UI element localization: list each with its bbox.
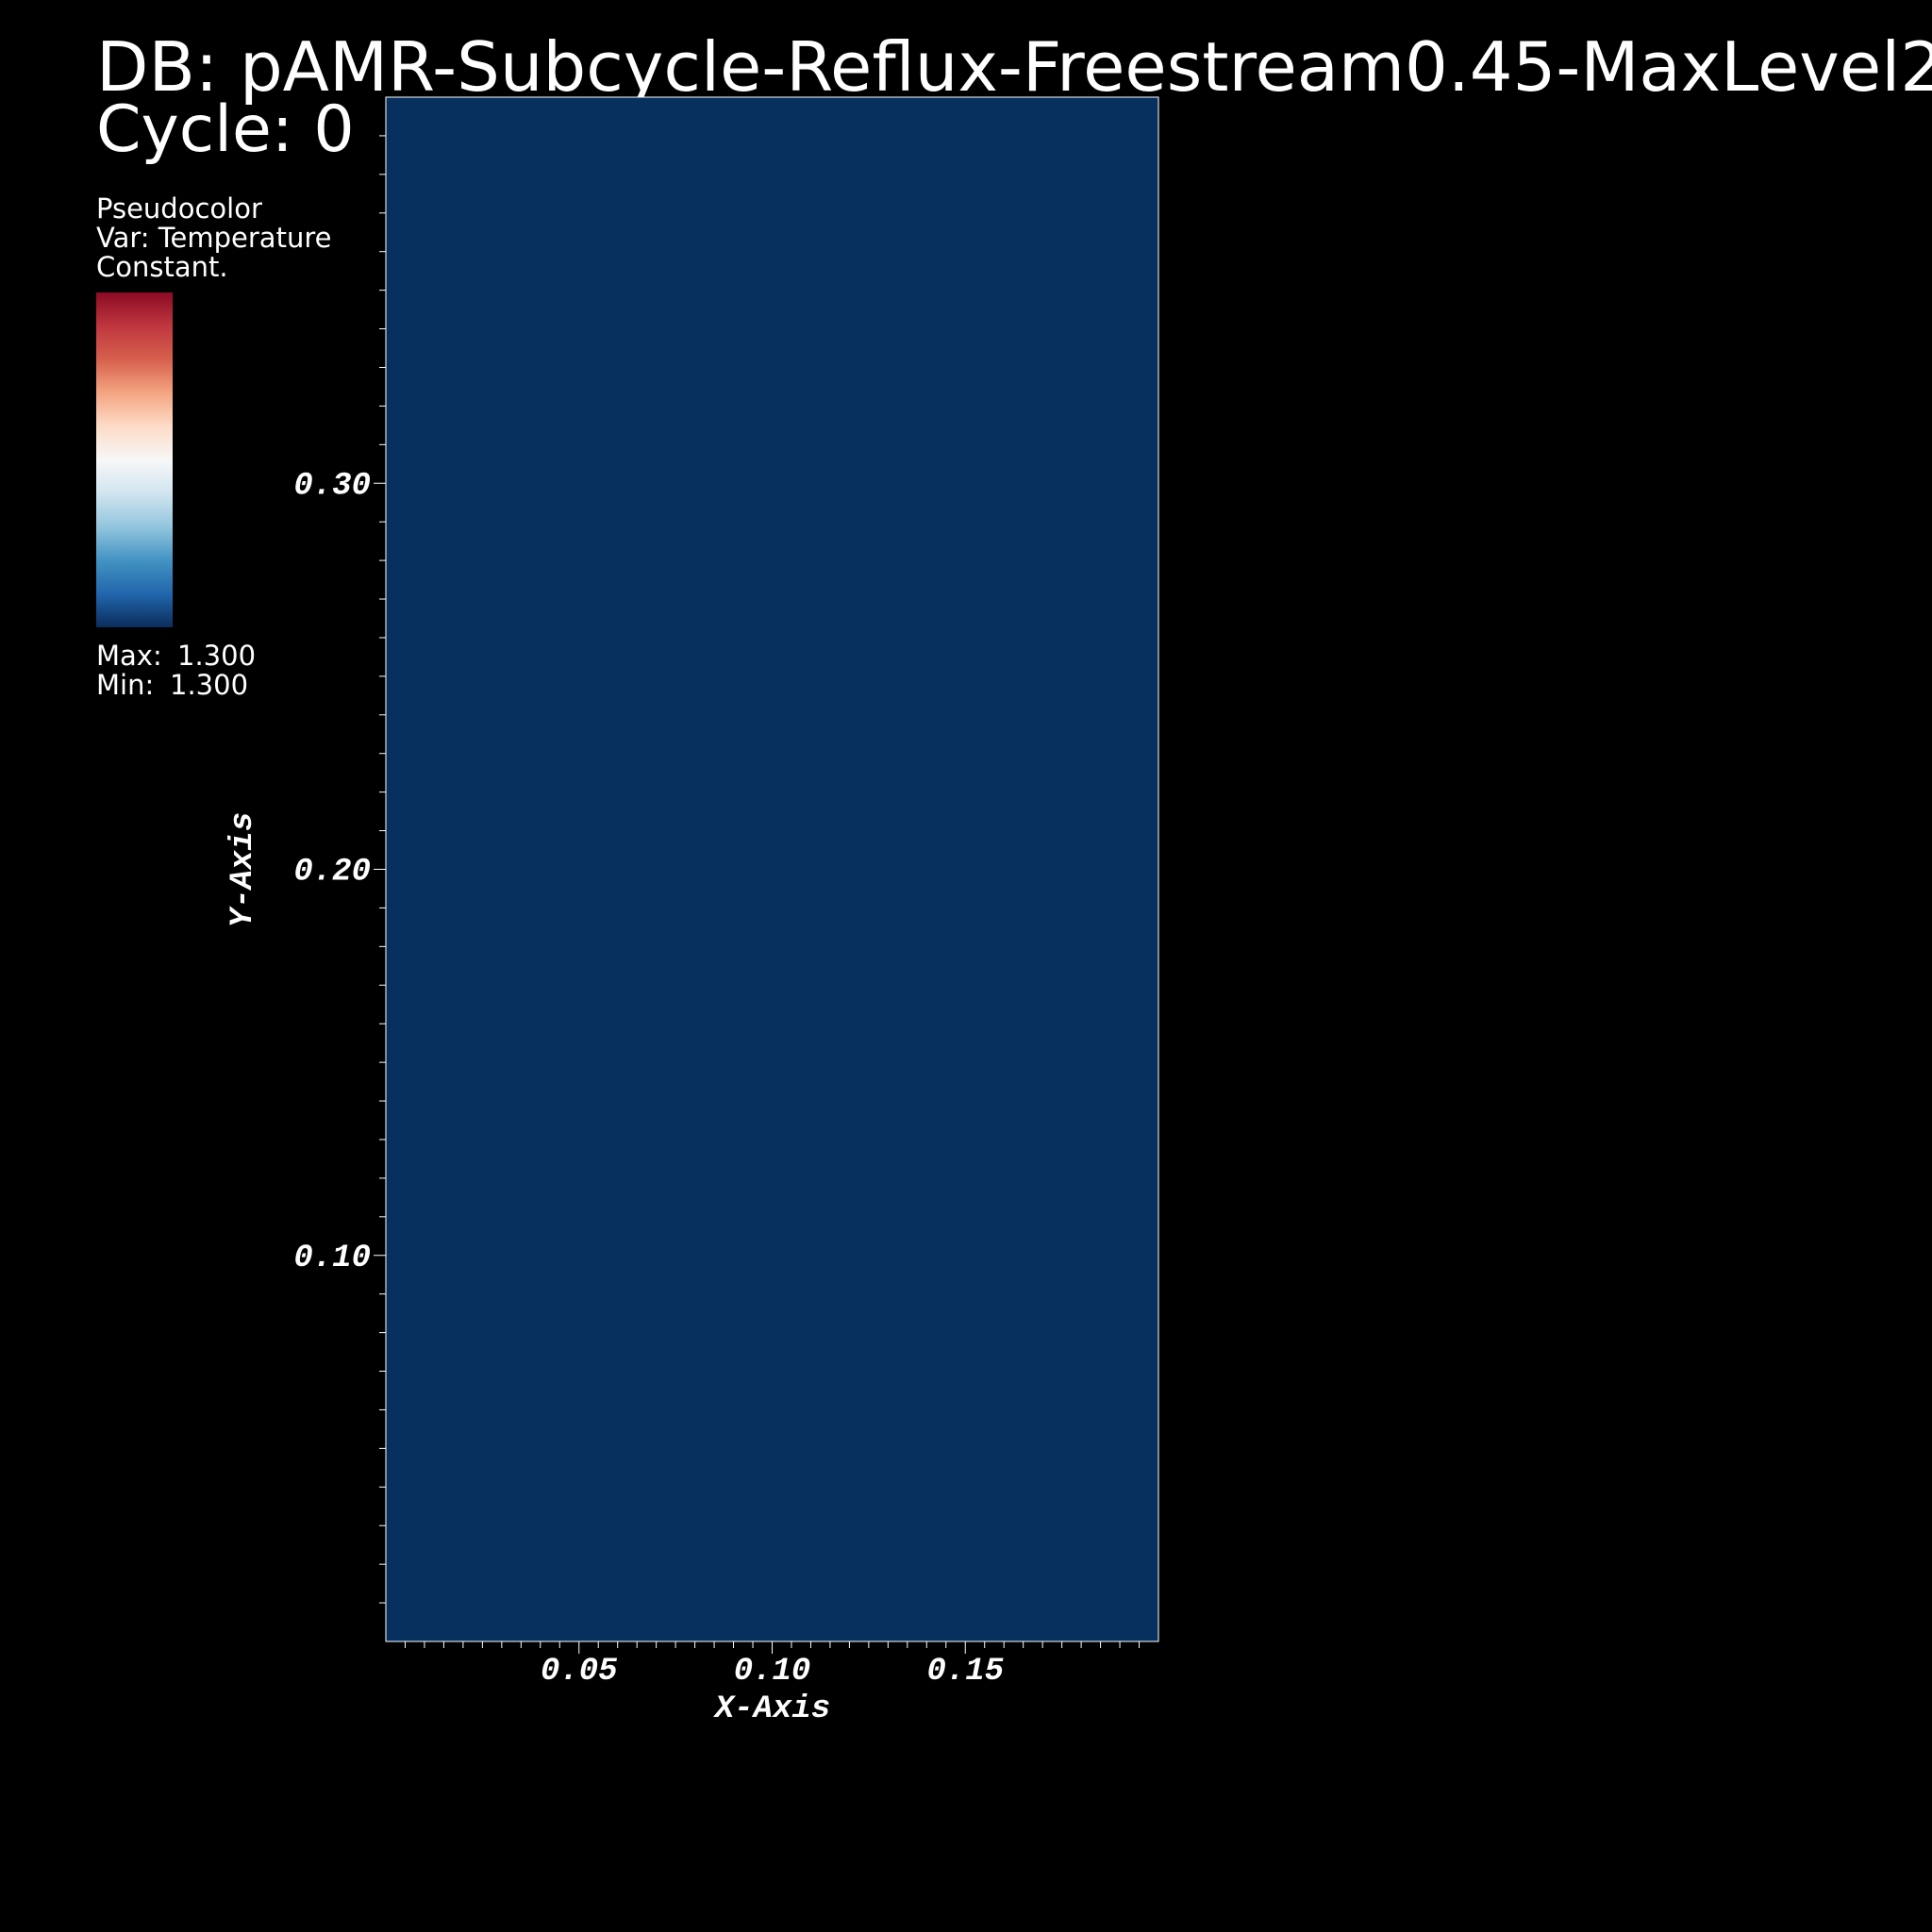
y-tick-label: 0.20 xyxy=(293,855,371,891)
legend-max-value: 1.300 xyxy=(177,640,256,672)
x-tick-label: 0.05 xyxy=(541,1654,618,1690)
colorbar xyxy=(96,292,173,627)
legend-plot: Pseudocolor xyxy=(96,192,262,225)
legend-min-value: 1.300 xyxy=(170,669,248,701)
legend-min-text: Min: xyxy=(96,669,154,701)
x-tick-label: 0.10 xyxy=(734,1654,811,1690)
y-tick-label: 0.10 xyxy=(293,1241,371,1276)
y-tick-label: 0.30 xyxy=(293,468,371,504)
legend-max-text: Max: xyxy=(96,640,162,672)
field xyxy=(386,97,1158,1641)
legend-note: Constant. xyxy=(96,251,228,283)
chart-title: DB: pAMR-Subcycle-Reflux-Freestream0.45-… xyxy=(96,27,1932,107)
x-axis-title: X-Axis xyxy=(713,1691,830,1727)
cycle-label: Cycle: 0 xyxy=(96,92,355,167)
x-tick-label: 0.15 xyxy=(926,1654,1004,1690)
y-axis-title: Y-Axis xyxy=(225,812,261,927)
legend-var: Var: Temperature xyxy=(96,222,331,254)
